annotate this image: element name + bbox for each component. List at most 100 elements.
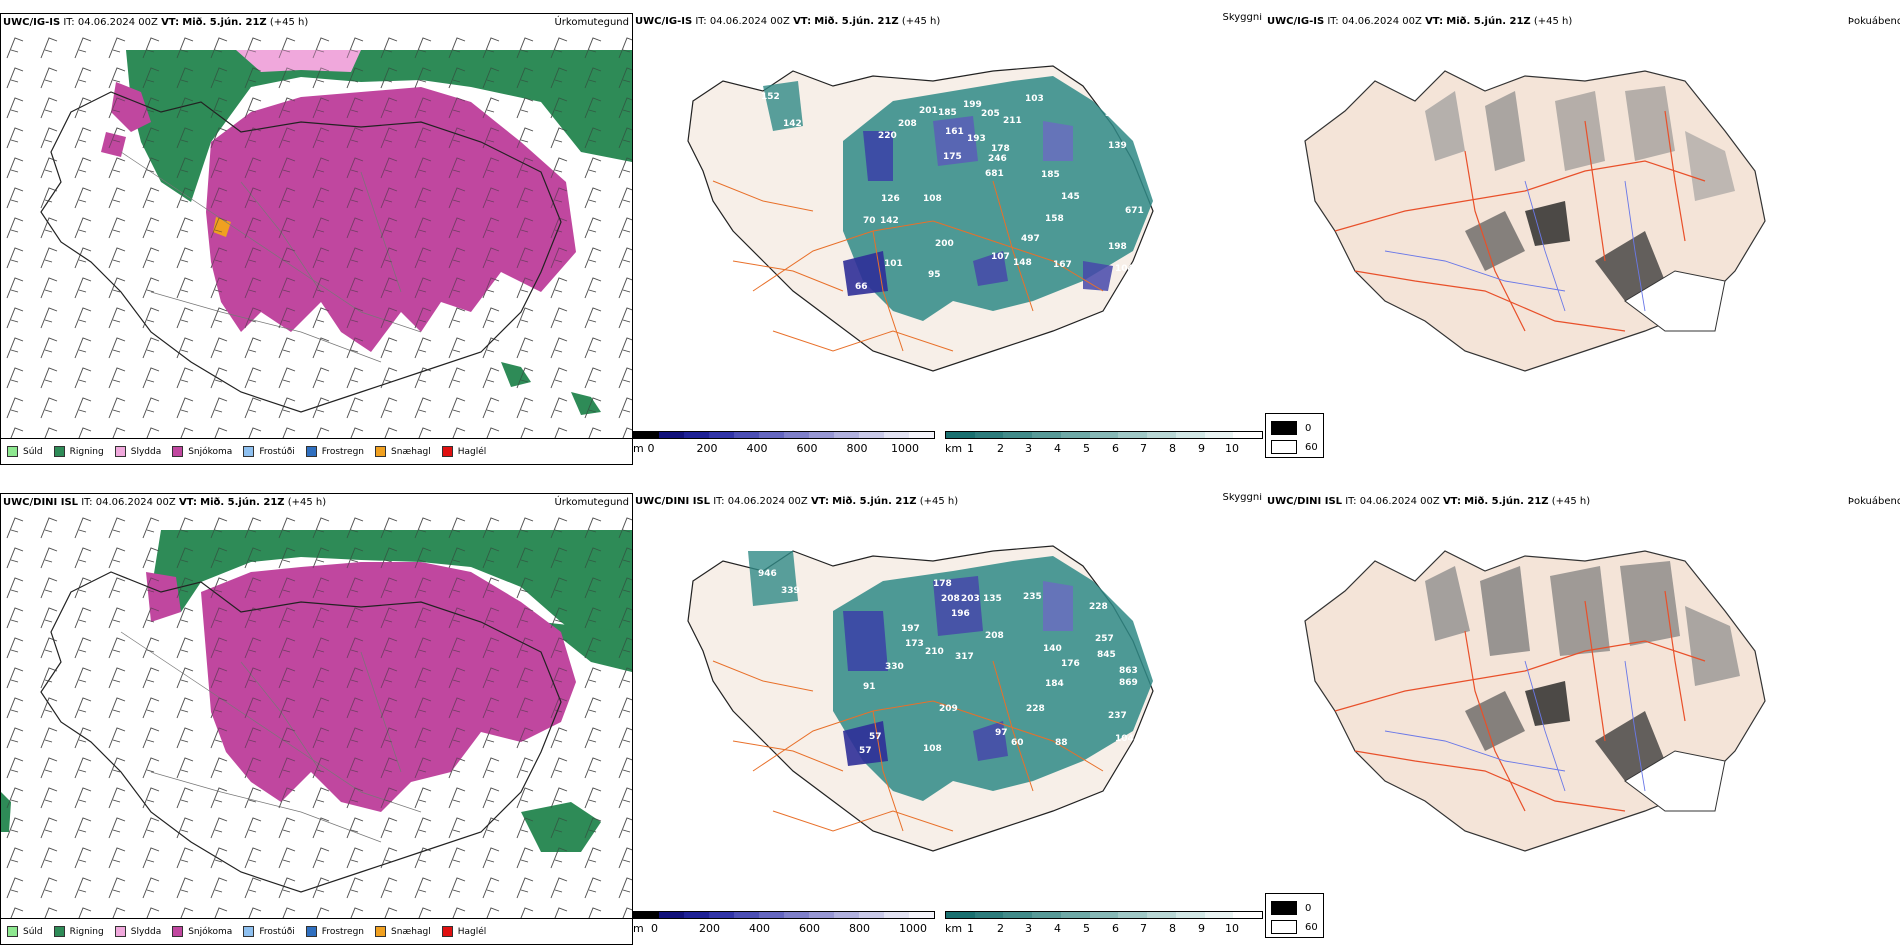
legend-swatch — [53, 926, 65, 937]
legend-swatch — [305, 926, 317, 937]
it-value: 04.06.2024 00Z — [727, 496, 808, 507]
legend-item: Frostúði — [243, 926, 295, 937]
panel-title: Skyggni — [1222, 13, 1262, 23]
colorbar-cell — [1147, 432, 1176, 438]
station-label: 193 — [967, 134, 986, 144]
colorbar-cell — [1003, 912, 1033, 918]
vt-value: Mið. 5.jún. 21Z — [814, 16, 899, 27]
legend-swatch — [243, 446, 255, 457]
visibility-panel-bottom: UWC/DINI ISL IT: 04.06.2024 00Z VT: Mið.… — [633, 493, 1265, 945]
precip-panel-bottom: UWC/DINI ISL IT: 04.06.2024 00Z VT: Mið.… — [0, 493, 633, 945]
legend-swatch — [172, 446, 184, 457]
legend-swatch — [305, 446, 317, 457]
station-label: 66 — [855, 282, 868, 292]
colorbar-cell — [1060, 912, 1090, 918]
fog-legend-label: 0 — [1305, 422, 1312, 434]
colorbar-tick: 7 — [1140, 922, 1147, 935]
legend-swatch — [441, 446, 453, 457]
legend-label: Slydda — [130, 446, 162, 457]
legend-swatch — [114, 926, 126, 937]
model-name: UWC/IG-IS — [1267, 16, 1325, 27]
fog-legend-item: 0 — [1271, 901, 1311, 915]
legend-item: Frostúði — [243, 446, 295, 457]
colorbar-tick: 10 — [1225, 442, 1239, 455]
colorbar-cell — [1118, 432, 1148, 438]
visibility-map: 152 142 220 208 201 185 199 205 211 103 … — [633, 31, 1265, 441]
station-label: 70 — [863, 216, 876, 226]
station-label: 173 — [905, 639, 924, 649]
station-label: 205 — [981, 109, 1000, 119]
vt-label: VT: — [1425, 16, 1444, 27]
panel-header: UWC/DINI ISL IT: 04.06.2024 00Z VT: Mið.… — [633, 493, 1265, 511]
legend-item: Snæhagl — [375, 926, 431, 937]
colorbar-cell — [909, 432, 934, 438]
vt-value: Mið. 5.jún. 21Z — [182, 17, 267, 28]
station-label: 237 — [1108, 711, 1127, 721]
legend-item: Haglél — [441, 926, 486, 937]
station-label: 185 — [938, 108, 957, 118]
colorbar-tick: 200 — [699, 922, 720, 935]
fog-panel-bottom: UWC/DINI ISL IT: 04.06.2024 00Z VT: Mið.… — [1265, 493, 1900, 945]
colorbar-cell — [1175, 432, 1205, 438]
colorbar-unit: km — [945, 442, 963, 455]
legend-item: Rigning — [53, 926, 104, 937]
legend-label: Slydda — [130, 926, 162, 937]
station-label: 158 — [1045, 214, 1064, 224]
lead-time: (+45 h) — [901, 16, 941, 27]
precip-map — [1, 32, 632, 438]
legend-label: Súld — [23, 926, 43, 937]
colorbar-cell — [809, 912, 834, 918]
panel-header: UWC/DINI ISL IT: 04.06.2024 00Z VT: Mið.… — [1, 494, 632, 512]
colorbar-cell — [909, 912, 934, 918]
colorbar-cell — [946, 912, 975, 918]
colorbar-tick: 9 — [1198, 442, 1205, 455]
station-label: 208 — [985, 631, 1004, 641]
model-name: UWC/DINI ISL — [1267, 496, 1343, 507]
legend-label: Frostregn — [321, 926, 365, 937]
station-label: 148 — [1013, 258, 1032, 268]
legend-label: Súld — [23, 446, 43, 457]
fog-legend-swatch — [1271, 440, 1297, 454]
colorbar-cell — [884, 912, 909, 918]
station-label: 210 — [925, 647, 944, 657]
legend-swatch — [7, 926, 18, 937]
colorbar-tick: 1000 — [899, 922, 927, 935]
legend-item: Slydda — [114, 926, 162, 937]
station-label: 220 — [878, 131, 897, 141]
fog-map — [1265, 31, 1900, 441]
station-label: 228 — [1026, 704, 1045, 714]
colorbar-cell — [859, 432, 884, 438]
station-label: 845 — [1097, 650, 1116, 660]
it-value: 04.06.2024 00Z — [1341, 16, 1422, 27]
it-label: IT: — [1327, 16, 1339, 27]
legend-label: Frostúði — [259, 446, 295, 457]
colorbar-cell — [1233, 432, 1263, 438]
station-label: 60 — [1011, 738, 1024, 748]
colorbar-tick: 1 — [967, 442, 974, 455]
colorbar-cell — [884, 432, 909, 438]
colorbar-cell — [834, 432, 859, 438]
legend-label: Snjókoma — [188, 926, 233, 937]
station-label: 196 — [951, 609, 970, 619]
colorbar-tick: 1 — [967, 922, 974, 935]
legend-item: Frostregn — [305, 926, 365, 937]
colorbar-cell — [946, 432, 975, 438]
station-label: 497 — [1021, 234, 1040, 244]
panel-title: Úrkomutegund — [554, 17, 629, 28]
colorbar-cell — [1118, 912, 1148, 918]
legend-swatch — [114, 446, 126, 457]
legend-swatch — [441, 926, 453, 937]
station-label: 101 — [884, 259, 903, 269]
colorbar-cell — [1147, 912, 1176, 918]
station-label: 946 — [758, 569, 777, 579]
station-label: 142 — [880, 216, 899, 226]
station-label: 135 — [983, 594, 1002, 604]
lead-time: (+45 h) — [919, 496, 959, 507]
vt-label: VT: — [810, 496, 829, 507]
vt-value: Mið. 5.jún. 21Z — [832, 496, 917, 507]
station-label: 208 — [898, 119, 917, 129]
it-value: 04.06.2024 00Z — [1359, 496, 1440, 507]
legend-item: Súld — [7, 446, 43, 457]
colorbar-cell — [634, 912, 659, 918]
precip-map — [1, 512, 632, 918]
